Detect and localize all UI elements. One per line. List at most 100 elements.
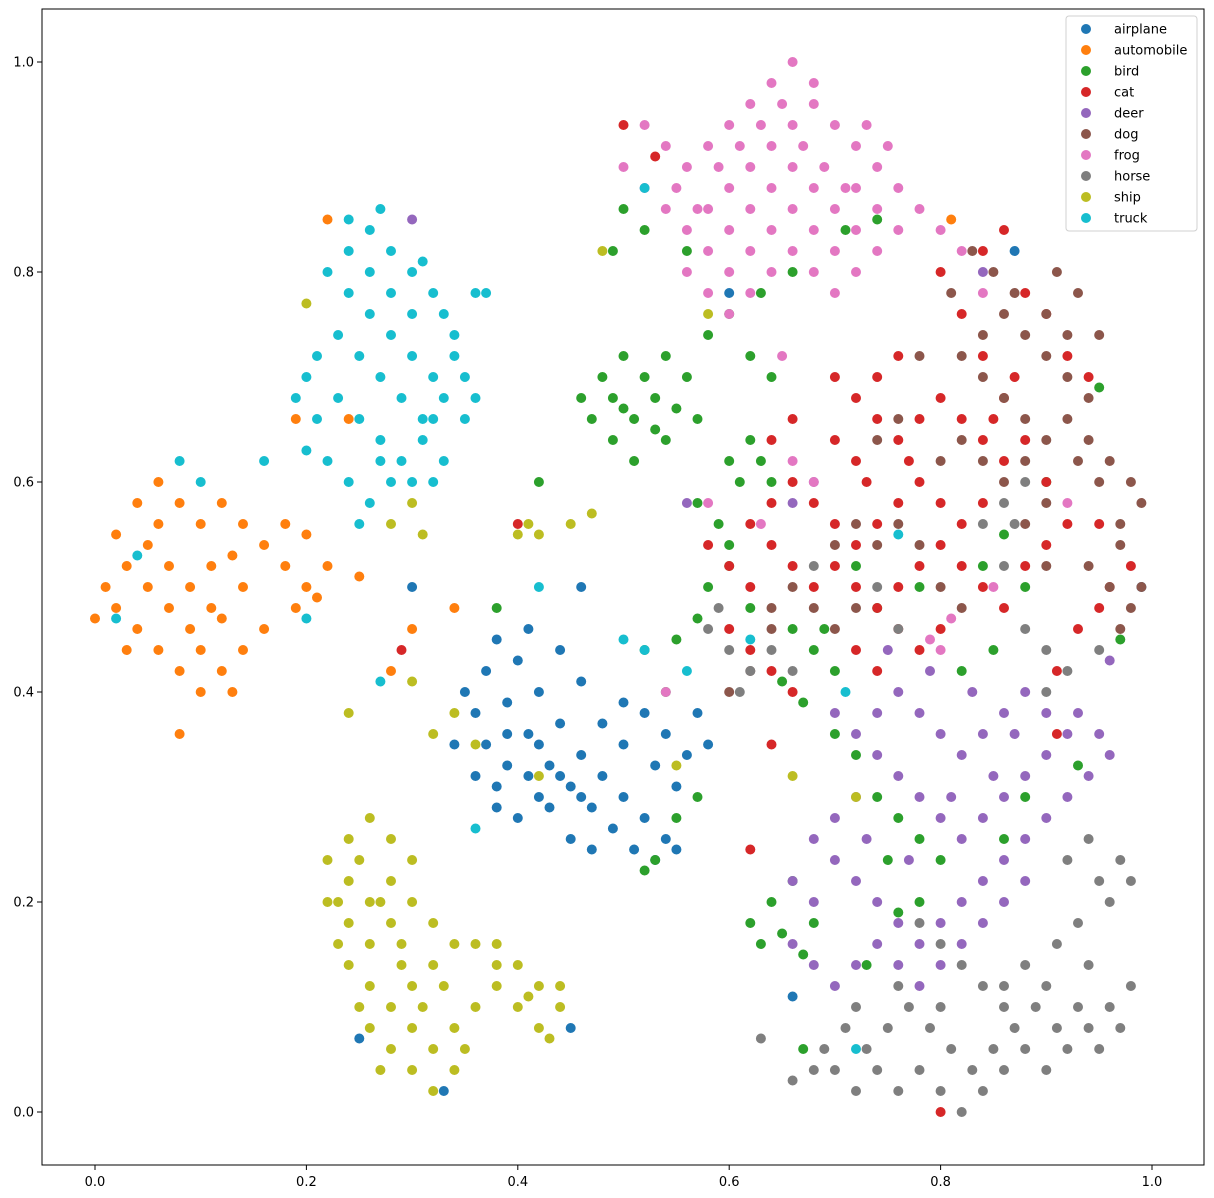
point-ship <box>449 708 460 718</box>
point-frog <box>808 477 819 487</box>
point-bird <box>851 561 861 571</box>
point-cat <box>851 456 861 466</box>
point-horse <box>999 498 1009 508</box>
point-horse <box>1073 918 1083 928</box>
point-deer <box>956 834 967 844</box>
point-dog <box>999 393 1009 403</box>
point-ship <box>322 855 333 865</box>
point-frog <box>703 141 714 151</box>
point-airplane <box>438 1086 449 1096</box>
legend-label-truck: truck <box>1114 212 1148 227</box>
point-ship <box>428 918 439 928</box>
point-ship <box>301 298 312 309</box>
point-frog <box>851 183 861 193</box>
point-dog <box>1136 582 1147 592</box>
point-horse <box>1094 1044 1105 1054</box>
point-automobile <box>185 582 196 592</box>
point-frog <box>787 120 798 130</box>
point-bird <box>808 645 819 655</box>
point-horse <box>829 1065 840 1075</box>
point-ship <box>428 729 439 739</box>
point-truck <box>174 456 185 466</box>
point-bird <box>829 666 840 676</box>
point-truck <box>851 1044 861 1054</box>
point-horse <box>893 1086 904 1096</box>
point-ship <box>407 676 418 687</box>
y-tick-label: 0.8 <box>13 266 34 281</box>
point-airplane <box>502 760 513 771</box>
point-cat <box>977 498 988 508</box>
point-frog <box>956 246 967 256</box>
point-dog <box>1041 498 1052 508</box>
point-bird <box>819 624 830 634</box>
point-bird <box>618 403 629 414</box>
point-frog <box>681 162 692 172</box>
legend-marker-deer <box>1081 108 1091 118</box>
point-horse <box>935 1002 946 1012</box>
point-airplane <box>660 729 671 739</box>
point-truck <box>354 519 365 529</box>
point-ship <box>597 246 608 256</box>
point-cat <box>766 739 777 750</box>
point-airplane <box>491 634 502 645</box>
point-dog <box>1094 330 1105 340</box>
point-airplane <box>703 739 714 750</box>
x-axis: 0.0 0.2 0.4 0.6 0.8 1.0 <box>85 1165 1162 1190</box>
point-airplane <box>671 844 682 855</box>
point-bird <box>1020 792 1031 802</box>
point-dog <box>999 309 1009 319</box>
point-bird <box>988 645 999 655</box>
point-dog <box>1051 267 1062 277</box>
point-automobile <box>290 603 301 613</box>
point-ship <box>343 960 354 970</box>
point-bird <box>840 225 851 235</box>
point-truck <box>407 477 418 487</box>
point-ship <box>491 960 502 970</box>
point-bird <box>607 393 618 403</box>
point-automobile <box>164 561 174 571</box>
point-cat <box>1041 477 1052 487</box>
legend-marker-ship <box>1081 192 1091 202</box>
point-cat <box>724 561 735 571</box>
point-truck <box>375 204 386 214</box>
point-frog <box>808 78 819 88</box>
point-truck <box>375 456 386 466</box>
point-frog <box>724 120 735 130</box>
point-truck <box>681 666 692 676</box>
point-frog <box>988 582 999 592</box>
point-cat <box>935 267 946 277</box>
point-bird <box>851 750 861 760</box>
point-truck <box>428 288 439 298</box>
point-deer <box>999 855 1009 865</box>
point-frog <box>713 162 724 172</box>
point-frog <box>755 120 766 130</box>
point-airplane <box>470 771 481 781</box>
point-bird <box>1115 634 1126 645</box>
point-ship <box>565 519 576 529</box>
point-horse <box>925 1023 935 1033</box>
point-deer <box>681 498 692 508</box>
point-cat <box>618 120 629 130</box>
point-cat <box>914 561 925 571</box>
point-deer <box>956 939 967 949</box>
point-frog <box>946 613 957 624</box>
point-automobile <box>121 645 132 655</box>
point-bird <box>882 855 893 865</box>
point-horse <box>1115 855 1126 865</box>
point-automobile <box>206 561 217 571</box>
point-bird <box>977 561 988 571</box>
point-cat <box>914 645 925 655</box>
point-truck <box>449 330 460 340</box>
point-frog <box>808 267 819 277</box>
point-automobile <box>259 540 270 550</box>
point-dog <box>914 351 925 361</box>
point-truck <box>290 393 301 403</box>
point-bird <box>861 960 872 970</box>
point-horse <box>977 1086 988 1096</box>
point-frog <box>787 162 798 172</box>
point-cat <box>1020 435 1031 445</box>
point-truck <box>449 351 460 361</box>
point-ship <box>470 939 481 949</box>
point-frog <box>671 183 682 193</box>
point-airplane <box>512 655 523 666</box>
